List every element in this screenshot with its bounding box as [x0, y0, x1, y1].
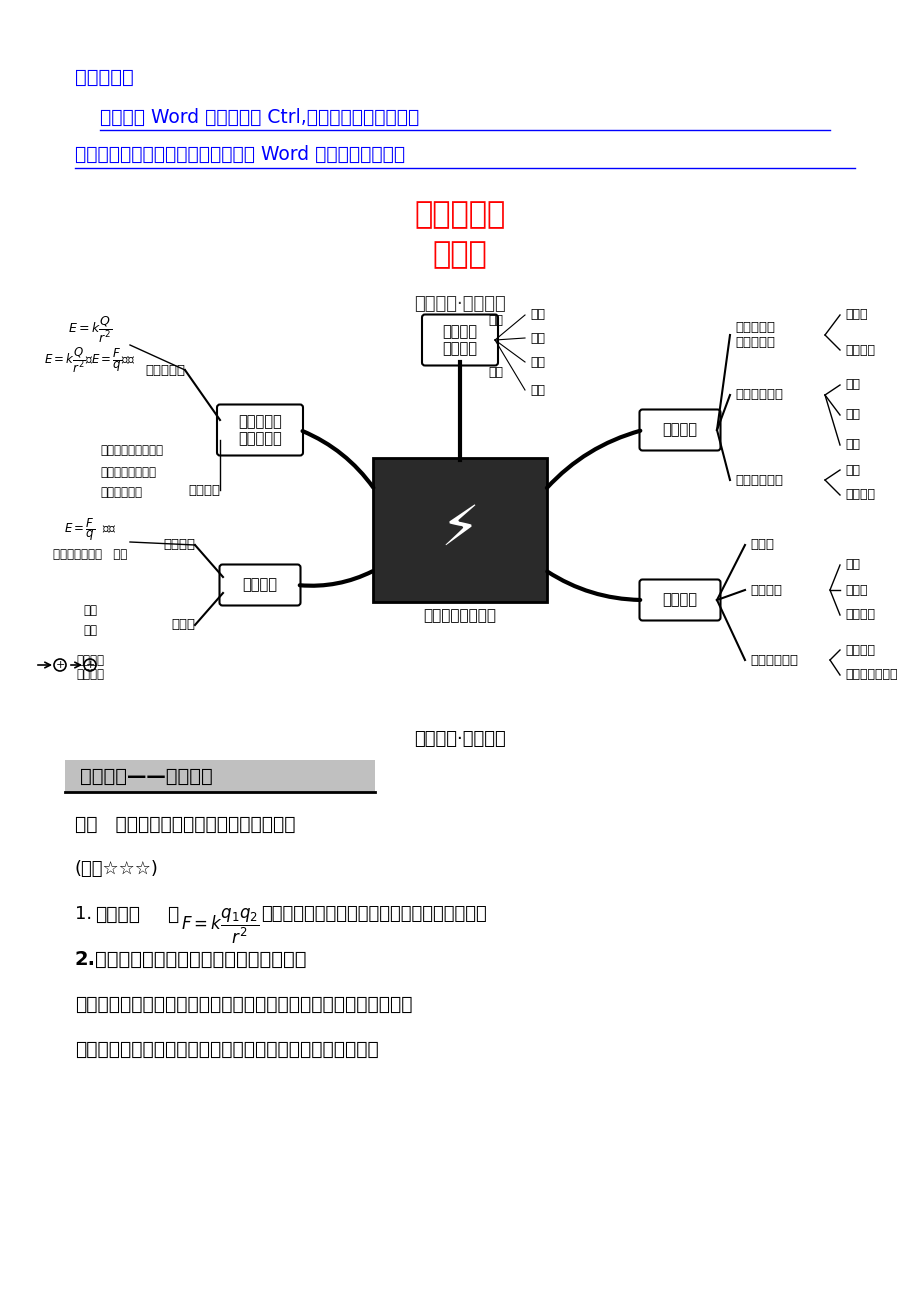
Text: 平衡问题: 平衡问题	[844, 643, 874, 656]
FancyBboxPatch shape	[65, 760, 375, 792]
Text: 核心素养——物理观念: 核心素养——物理观念	[80, 767, 212, 785]
Text: 电场线: 电场线	[171, 618, 195, 631]
Text: 2.: 2.	[75, 950, 96, 969]
Text: 适的观看比例，答案解析附后。关闭 Word 文档返回原板块。: 适的观看比例，答案解析附后。关闭 Word 文档返回原板块。	[75, 145, 404, 164]
Text: 三种起电方式: 三种起电方式	[734, 388, 782, 401]
Text: 点电荷平衡问题的分析方法与纯力学平衡问题的分析方法是相同的，: 点电荷平衡问题的分析方法与纯力学平衡问题的分析方法是相同的，	[75, 995, 412, 1014]
Text: 电场强度: 电场强度	[163, 539, 195, 552]
Text: 摩擦: 摩擦	[844, 409, 859, 422]
Circle shape	[84, 659, 96, 671]
Text: 内容: 内容	[844, 464, 859, 477]
Text: +: +	[55, 660, 64, 671]
Text: 常见电场: 常见电场	[76, 654, 104, 667]
Text: 实例: 实例	[529, 384, 544, 397]
Text: 静电的利
用与防护: 静电的利 用与防护	[442, 324, 477, 357]
Text: ⚡: ⚡	[440, 503, 479, 557]
Text: 第九章: 第九章	[432, 240, 487, 270]
FancyBboxPatch shape	[220, 565, 301, 605]
Text: 库仑定律: 库仑定律	[662, 592, 697, 608]
Text: 接触: 接触	[844, 379, 859, 392]
FancyBboxPatch shape	[372, 458, 547, 602]
Text: $E=k\dfrac{Q}{r^2}$: $E=k\dfrac{Q}{r^2}$	[68, 315, 112, 345]
Text: 库仑定律: 库仑定律	[749, 583, 781, 596]
Text: 电场强度: 电场强度	[243, 578, 278, 592]
Text: 库仑定律: 库仑定律	[95, 905, 140, 924]
Text: 知识体系·思维导图: 知识体系·思维导图	[414, 296, 505, 312]
Text: ：: ：	[167, 905, 178, 924]
Text: 感应: 感应	[844, 439, 859, 452]
Text: +: +	[85, 660, 95, 671]
Text: 两种电荷及
其相互作用: 两种电荷及 其相互作用	[734, 322, 774, 349]
Text: 求解涉及库仑力的平衡问题的解题思路：: 求解涉及库仑力的平衡问题的解题思路：	[95, 950, 306, 969]
Text: 利用: 利用	[487, 314, 503, 327]
Text: 考点整合·素养提升: 考点整合·素养提升	[414, 730, 505, 749]
Text: 匀强电场: 匀强电场	[187, 483, 220, 496]
Text: 此套题为 Word 版，请按住 Ctrl,滑动鼠标滚轴，调节合: 此套题为 Word 版，请按住 Ctrl,滑动鼠标滚轴，调节合	[100, 108, 419, 128]
Text: $F=k\dfrac{q_1q_2}{r^2}$: $F=k\dfrac{q_1q_2}{r^2}$	[181, 907, 259, 947]
Text: 温馨提示：: 温馨提示：	[75, 68, 133, 87]
Text: 静电力与电场强度: 静电力与电场强度	[423, 608, 496, 622]
Text: 属性: 属性	[83, 624, 96, 637]
Text: 方法: 方法	[529, 355, 544, 368]
Text: 大小相等方向相同: 大小相等方向相同	[100, 466, 156, 479]
Text: 的电场线: 的电场线	[76, 668, 104, 681]
Text: 正、负: 正、负	[844, 309, 867, 322]
Text: 同斥异吸: 同斥异吸	[844, 344, 874, 357]
Text: 1.: 1.	[75, 905, 92, 923]
Text: 内容: 内容	[844, 559, 859, 572]
FancyBboxPatch shape	[639, 579, 720, 621]
Text: 原理: 原理	[529, 309, 544, 322]
FancyBboxPatch shape	[422, 315, 497, 366]
Text: 实例: 实例	[529, 332, 544, 345]
Text: $E=k\dfrac{Q}{r^2}$与$E=\dfrac{F}{q}$区别: $E=k\dfrac{Q}{r^2}$与$E=\dfrac{F}{q}$区别	[44, 345, 136, 375]
Text: 两种表述: 两种表述	[844, 488, 874, 501]
Text: 定义: 定义	[83, 604, 96, 617]
Text: $E=\dfrac{F}{q}$  定义: $E=\dfrac{F}{q}$ 定义	[63, 517, 116, 543]
Text: 点电荷电场
与匀强电场: 点电荷电场 与匀强电场	[238, 414, 281, 447]
Text: 防护: 防护	[487, 366, 503, 379]
Text: (难度☆☆☆): (难度☆☆☆)	[75, 861, 159, 878]
Text: ，适用于真空中静止点电荷间的库仑力的计算。: ，适用于真空中静止点电荷间的库仑力的计算。	[261, 905, 486, 923]
Text: 静电产生: 静电产生	[662, 423, 697, 437]
Text: 适用条件: 适用条件	[844, 608, 874, 621]
Text: 只是在原来受力的基础上多分析一个电场力。具体步骤如下：: 只是在原来受力的基础上多分析一个电场力。具体步骤如下：	[75, 1040, 379, 1059]
FancyBboxPatch shape	[217, 405, 302, 456]
Circle shape	[54, 659, 66, 671]
Text: 阶段提升课: 阶段提升课	[414, 201, 505, 229]
Text: 点电荷电场: 点电荷电场	[145, 363, 185, 376]
Text: 考点   库仑定律与库仑力作用下的平衡问题: 考点 库仑定律与库仑力作用下的平衡问题	[75, 815, 295, 835]
Text: 电荷守恒定律: 电荷守恒定律	[734, 474, 782, 487]
Text: 正电荷受力方向   方向: 正电荷受力方向 方向	[52, 548, 127, 561]
FancyBboxPatch shape	[639, 410, 720, 450]
Text: 点电荷: 点电荷	[749, 539, 773, 552]
Text: 库仑定律应用: 库仑定律应用	[749, 654, 797, 667]
Text: 表达式: 表达式	[844, 583, 867, 596]
Text: 与运动力学结合: 与运动力学结合	[844, 668, 897, 681]
Text: 遵循定则：场强叠加: 遵循定则：场强叠加	[100, 444, 163, 457]
Text: 平行等间距线: 平行等间距线	[100, 486, 142, 499]
